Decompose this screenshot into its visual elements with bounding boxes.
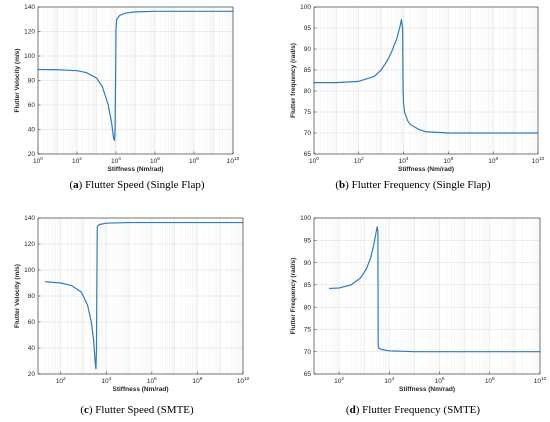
- y-tick-label: 95: [304, 237, 312, 244]
- x-axis-label: Stiffness (Nm/rad): [399, 386, 455, 393]
- x-tick-label: 104: [384, 376, 394, 385]
- y-tick-label: 95: [304, 25, 312, 32]
- chart-svg-c: 20 40 60 80 100 120 140 102 104 106 108 1010 Stiffne…: [14, 215, 250, 393]
- caption-text-c: Flutter Speed (SMTE): [95, 404, 194, 416]
- series-line-a: [37, 10, 233, 142]
- caption-b: (b) Flutter Frequency (Single Flap): [335, 179, 491, 191]
- y-tick-label: 70: [304, 349, 312, 356]
- y-tick-label: 40: [28, 127, 36, 134]
- y-tick-label: 85: [304, 67, 312, 74]
- axes-frame: [313, 217, 541, 375]
- x-tick-label: 104: [101, 376, 111, 385]
- chart-panel-b: 65 70 75 80 85 90 95 100 100 102 104 106 108 1010 Stif…: [275, 0, 550, 200]
- caption-letter-d: d: [349, 404, 356, 416]
- y-tick-label: 80: [304, 304, 312, 311]
- chart-panel-a: 20 40 60 80 100 120 140 100 102 104 106 108 1010 Stif…: [0, 0, 275, 200]
- series-line-c: [44, 221, 243, 370]
- x-tick-label: 1010: [237, 376, 250, 385]
- caption-a: (a) Flutter Speed (Single Flap): [69, 179, 205, 191]
- y-tick-label: 90: [304, 260, 312, 267]
- series-line-d: [329, 226, 540, 353]
- caption-letter-c: c: [83, 404, 89, 416]
- y-tick-label: 40: [28, 345, 36, 352]
- caption-text-a: Flutter Speed (Single Flap): [85, 179, 205, 191]
- x-tick-label: 108: [189, 156, 199, 165]
- y-tick-label: 140: [24, 4, 35, 11]
- y-tick-label: 75: [304, 327, 312, 334]
- y-axis-label: Flutter frequency (rad/s): [290, 43, 297, 118]
- x-tick-label: 100: [309, 156, 319, 165]
- caption-text-d: Flutter Frequency (SMTE): [362, 404, 481, 416]
- x-tick-label: 106: [150, 156, 160, 165]
- x-tick-label: 102: [72, 156, 82, 165]
- x-tick-label: 102: [56, 376, 66, 385]
- y-tick-label: 65: [304, 371, 312, 378]
- y-tick-label: 100: [300, 215, 311, 222]
- chart-panel-d: 65 70 75 80 85 90 95 100 102 104 106 108 1010 Stiffne…: [275, 210, 550, 410]
- caption-d: (d) Flutter Frequency (SMTE): [345, 404, 481, 416]
- y-tick-label: 80: [304, 88, 312, 95]
- x-axis-label: Stiffness (Nm/rad): [113, 386, 169, 393]
- y-tick-label: 100: [24, 53, 35, 60]
- y-tick-label: 70: [304, 130, 312, 137]
- chart-panel-c: 20 40 60 80 100 120 140 102 104 106 108 1010 Stiffne…: [0, 210, 275, 410]
- x-axis-label: Stiffness (Nm/rad): [108, 166, 164, 173]
- caption-letter-b: b: [339, 179, 346, 191]
- x-axis-label: Stiffness (Nm/rad): [398, 166, 454, 173]
- y-tick-label: 80: [28, 293, 36, 300]
- chart-svg-d: 65 70 75 80 85 90 95 100 102 104 106 108 1010 Stiffne…: [290, 215, 547, 393]
- x-tick-label: 1010: [532, 156, 545, 165]
- y-axis-label: Flutter Velocity (m/s): [14, 264, 21, 328]
- grid: [313, 6, 539, 155]
- axes-frame: [313, 6, 539, 155]
- y-tick-label: 75: [304, 109, 312, 116]
- x-tick-label: 104: [111, 156, 121, 165]
- x-tick-label: 104: [399, 156, 409, 165]
- x-tick-label: 106: [147, 376, 157, 385]
- x-tick-label: 1010: [227, 156, 240, 165]
- y-axis-label: Flutter Frequency (rad/s): [290, 258, 297, 335]
- y-tick-label: 140: [24, 215, 35, 222]
- x-tick-label: 108: [192, 376, 202, 385]
- y-tick-label: 20: [28, 151, 36, 158]
- x-tick-label: 106: [443, 156, 453, 165]
- caption-letter-a: a: [73, 179, 79, 191]
- y-tick-label: 60: [28, 102, 36, 109]
- caption-c: (c) Flutter Speed (SMTE): [80, 404, 194, 416]
- series-line-b: [314, 19, 538, 134]
- x-tick-label: 1010: [534, 376, 547, 385]
- x-tick-label: 108: [488, 156, 498, 165]
- chart-svg-b: 65 70 75 80 85 90 95 100 100 102 104 106 108 1010 Stif…: [290, 4, 545, 173]
- y-tick-label: 85: [304, 282, 312, 289]
- y-tick-label: 60: [28, 319, 36, 326]
- y-tick-label: 100: [24, 267, 35, 274]
- x-tick-label: 108: [485, 376, 495, 385]
- x-tick-label: 102: [334, 376, 344, 385]
- caption-text-b: Flutter Frequency (Single Flap): [351, 179, 491, 191]
- y-tick-label: 20: [28, 371, 36, 378]
- x-tick-label: 100: [33, 156, 43, 165]
- x-tick-label: 106: [435, 376, 445, 385]
- y-tick-label: 120: [24, 29, 35, 36]
- y-tick-label: 80: [28, 78, 36, 85]
- y-tick-label: 90: [304, 46, 312, 53]
- plot-area: [314, 218, 540, 374]
- chart-svg-a: 20 40 60 80 100 120 140 100 102 104 106 108 1010 Stif…: [14, 4, 240, 173]
- y-tick-label: 65: [304, 151, 312, 158]
- x-tick-label: 102: [354, 156, 364, 165]
- y-tick-label: 100: [300, 4, 311, 11]
- y-axis-label: Flutter Velocity (m/s): [14, 49, 21, 113]
- y-tick-label: 120: [24, 241, 35, 248]
